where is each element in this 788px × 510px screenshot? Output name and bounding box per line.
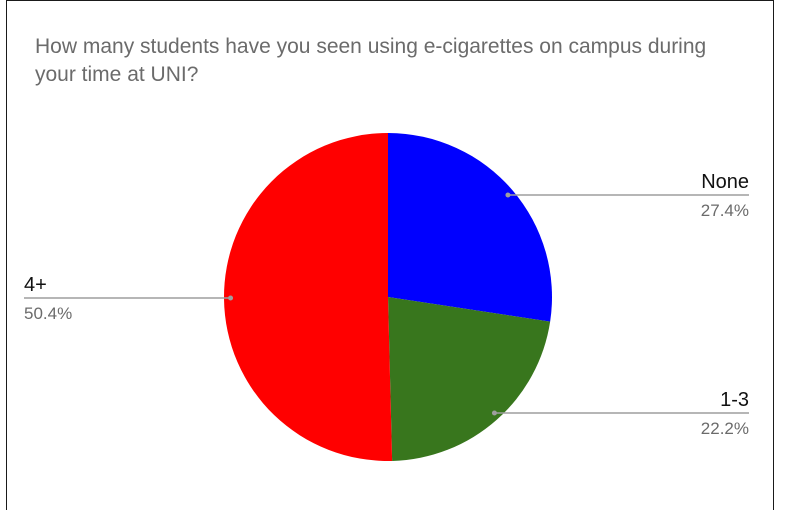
slice-label-13: 1-3: [720, 389, 749, 411]
leader-lines: [24, 192, 749, 416]
pie-slices: [223, 133, 553, 462]
leader-dot-4: [228, 295, 234, 301]
slice-percent-13: 22.2%: [701, 419, 749, 438]
slice-percent-none: 27.4%: [701, 201, 749, 220]
slice-label-4: 4+: [24, 274, 47, 296]
pie-slice-4: [223, 133, 393, 462]
slice-percent-4: 50.4%: [24, 304, 72, 323]
leader-dot-13: [491, 410, 497, 416]
pie-slice-none: [388, 133, 553, 322]
pie-slice-13: [388, 297, 551, 461]
leader-dot-none: [505, 192, 511, 198]
slice-label-none: None: [701, 171, 749, 193]
chart-title: How many students have you seen using e-…: [35, 35, 707, 86]
slice-labels: None 27.4% 1-3 22.2% 4+ 50.4%: [24, 171, 749, 438]
